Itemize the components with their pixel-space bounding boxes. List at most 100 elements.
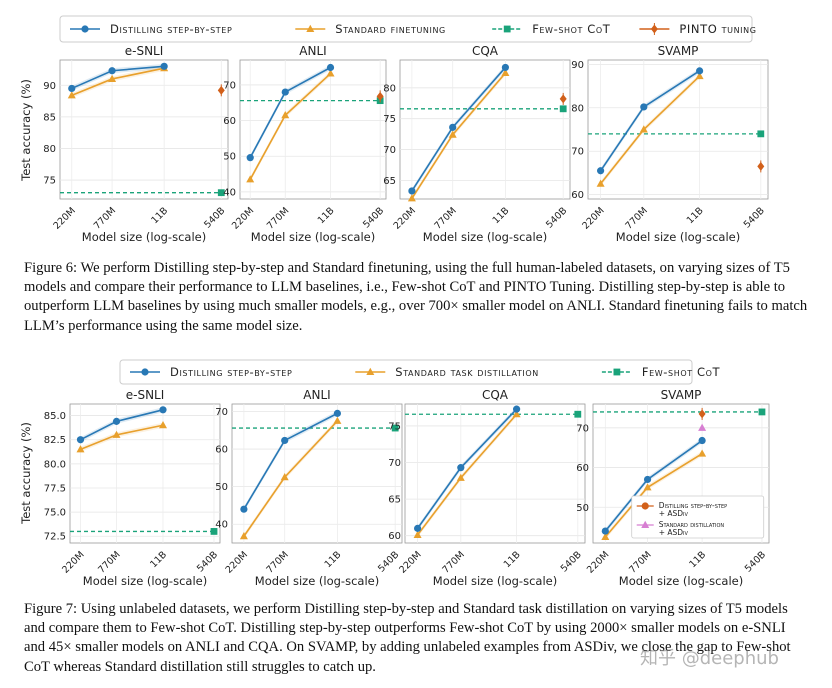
x-tick-label: 11B [685, 205, 706, 226]
svamp-legend-marker [641, 502, 649, 510]
distill-series-point [698, 436, 706, 445]
standard-series-point [643, 483, 652, 491]
standard-series-point [596, 179, 605, 187]
standard-series-point [333, 416, 342, 424]
x-tick-label: 540B [361, 205, 386, 230]
x-axis-label: Model size (log-scale) [251, 230, 375, 244]
distill-band [600, 68, 700, 174]
y-tick-label: 75 [383, 114, 396, 125]
x-tick-label: 540B [195, 549, 220, 574]
y-tick-label: 60 [215, 445, 228, 456]
distill-series-point [159, 406, 167, 414]
plot-frame [239, 59, 387, 200]
y-tick-label: 60 [388, 531, 401, 542]
x-tick-label: 11B [491, 205, 512, 226]
x-tick-label: 11B [316, 205, 337, 226]
distill-series-point [160, 62, 168, 70]
plot-frame [231, 403, 403, 544]
y-axis-label: Test accuracy (%) [19, 422, 33, 525]
x-axis-label: Model size (log-scale) [433, 574, 557, 588]
standard-band [250, 71, 331, 182]
svamp-legend-marker [641, 520, 650, 528]
x-tick-label: 11B [687, 549, 708, 570]
plot-frame [399, 59, 571, 200]
pinto-point [559, 94, 567, 104]
legend-box [119, 359, 693, 385]
legend-label: Few-shot CoT [532, 22, 611, 36]
few-shot-cot-point [559, 105, 567, 113]
standard-series-point [280, 473, 289, 481]
y-tick-label: 70 [571, 147, 584, 158]
distill-series-point [281, 436, 289, 445]
svamp-legend-box [631, 495, 765, 539]
x-axis-label: Model size (log-scale) [619, 574, 743, 588]
y-tick-label: 75 [43, 176, 56, 187]
y-tick-label: 60 [576, 463, 589, 474]
distill-series-point [601, 527, 609, 535]
y-tick-label: 70 [576, 423, 589, 434]
y-axis-label: Test accuracy (%) [19, 79, 33, 182]
y-tick-label: 75 [388, 421, 401, 432]
x-axis-label: Model size (log-scale) [423, 230, 547, 244]
y-tick-label: 60 [571, 190, 584, 201]
legend-marker [366, 367, 375, 375]
legend-marker [650, 24, 658, 34]
standard-series-point [639, 125, 648, 133]
x-axis-label: Model size (log-scale) [82, 230, 206, 244]
x-tick-label: 540B [202, 205, 227, 230]
distill-series-point [68, 84, 76, 93]
legend-label: Distilling step-by-step [110, 22, 232, 36]
x-tick-label: 220M [392, 205, 418, 231]
panel-title: CQA [482, 388, 509, 402]
x-tick-label: 540B [742, 205, 767, 230]
distill-series-point [112, 417, 121, 425]
standard-series-point [76, 445, 85, 453]
x-tick-label: 770M [92, 205, 118, 231]
y-tick-label: 50 [223, 152, 236, 163]
standard-series-point [407, 194, 416, 202]
y-tick-label: 50 [576, 503, 589, 514]
standard-series-point [108, 74, 117, 82]
panel-title: SVAMP [658, 44, 699, 58]
standard-series-point [246, 175, 255, 183]
y-tick-label: 40 [223, 187, 236, 198]
x-tick-label: 11B [502, 549, 523, 570]
x-tick-label: 220M [580, 205, 606, 231]
pinto-point [757, 161, 765, 171]
y-tick-label: 90 [43, 81, 56, 92]
panel-title: SVAMP [661, 388, 702, 402]
panel-title: CQA [472, 44, 499, 58]
x-axis-label: Model size (log-scale) [255, 574, 379, 588]
distill-series-point [408, 187, 416, 195]
plot-frame [69, 403, 221, 544]
distill-series-point [640, 103, 648, 111]
distill-band [80, 407, 163, 443]
y-tick-label: 70 [383, 145, 396, 156]
standard-series-point [512, 410, 521, 418]
distill-series-point [281, 88, 289, 96]
distill-series-point [240, 505, 248, 513]
y-tick-label: 65 [388, 495, 401, 506]
legend-label: Standard task distillation [395, 365, 539, 379]
x-tick-label: 220M [397, 549, 423, 575]
standard-series-point [67, 91, 76, 99]
y-tick-label: 85.0 [44, 411, 66, 422]
standard-series-point [501, 68, 510, 76]
y-tick-label: 80 [43, 144, 56, 155]
svamp-legend-label: + ASDiv [659, 509, 689, 518]
few-shot-cot-point [217, 189, 225, 197]
standard-series-point [112, 430, 121, 438]
x-tick-label: 220M [60, 549, 86, 575]
svamp-legend-label: Distilling step-by-step [659, 501, 727, 510]
figure-7-caption: Figure 7: Using unlabeled datasets, we p… [24, 601, 791, 675]
y-tick-label: 70 [223, 80, 236, 91]
standard-asdiv-point [698, 423, 707, 431]
svamp-legend-label: Standard distillation [659, 520, 725, 529]
legend-label: Few-shot CoT [642, 365, 721, 379]
x-tick-label: 11B [148, 549, 169, 570]
x-tick-label: 770M [265, 205, 291, 231]
standard-series-point [448, 130, 457, 138]
x-tick-label: 11B [149, 205, 170, 226]
y-tick-label: 70 [215, 407, 228, 418]
